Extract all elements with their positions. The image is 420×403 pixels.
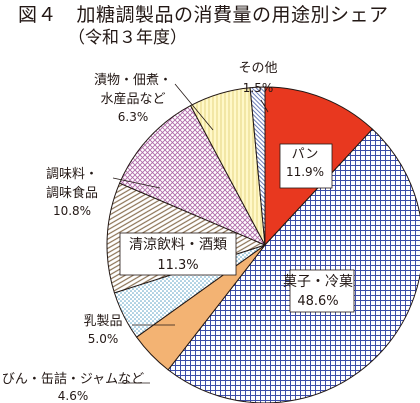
leader-line-6	[112, 177, 161, 189]
slice-value-7: 6.3%	[118, 110, 149, 124]
slice-value-3: 4.6%	[58, 389, 89, 403]
slice-label-8: その他	[238, 61, 277, 76]
slice-labels: パン 11.9% 菓子・冷菓 48.6% びん・缶詰・ジャムなど 4.6% 乳製品 5.0% 清…	[2, 61, 355, 403]
pie-slice-6	[118, 104, 267, 247]
label-box-2	[289, 269, 355, 313]
slice-label-6: 調味料・	[46, 167, 98, 182]
label-box-5	[119, 232, 237, 276]
label-box-1	[279, 143, 333, 189]
leader-line-8	[260, 99, 269, 113]
slice-label-2: 菓子・冷菓	[283, 274, 353, 290]
slice-label-3: びん・缶詰・ジャムなど	[2, 371, 144, 387]
slice-label-1: パン	[292, 147, 319, 162]
slice-label-5: 清涼飲料・酒類	[129, 237, 227, 253]
slice-value-4: 5.0%	[88, 332, 119, 346]
slice-value-2: 48.6%	[297, 294, 338, 309]
pie-slice-8	[249, 86, 266, 246]
leader-lines	[112, 83, 269, 384]
slice-label-7: 漬物・佃煮・	[94, 73, 172, 88]
chart-subtitle: （令和３年度）	[68, 28, 187, 48]
pie-slice-2	[167, 128, 420, 403]
slice-label-6-line2: 調味食品	[46, 185, 98, 201]
slice-value-1: 11.9%	[286, 165, 324, 179]
slice-value-6: 10.8%	[53, 204, 91, 218]
chart-title: 図４ 加糖調製品の消費量の用途別シェア	[18, 4, 389, 26]
slice-label-4: 乳製品	[83, 314, 122, 329]
slice-value-8: 1.5%	[243, 81, 274, 95]
slice-value-5: 11.3%	[157, 258, 198, 273]
slice-label-7-line2: 水産品など	[100, 91, 165, 107]
leader-line-7	[174, 83, 214, 131]
